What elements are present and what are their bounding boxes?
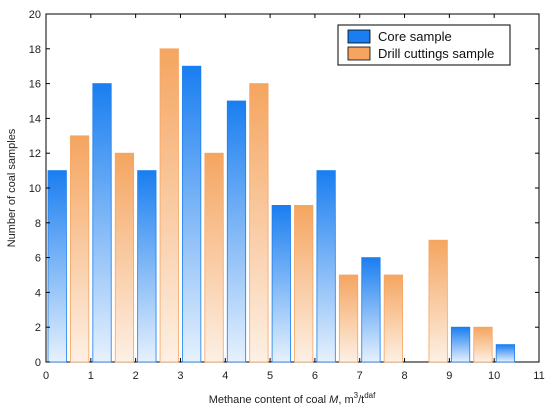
- y-tick-label-8: 16: [29, 79, 41, 91]
- x-tick-label-1: 1: [88, 370, 94, 382]
- bar-drill-cuttings-4: [249, 83, 269, 363]
- y-tick-label-2: 4: [35, 287, 41, 299]
- bar-core-sample-2: [137, 170, 157, 363]
- x-tick-label-2: 2: [133, 370, 139, 382]
- x-axis-label-unit-mid: /t: [358, 394, 364, 406]
- x-axis-label-unit: , m: [338, 394, 353, 406]
- bar-drill-cuttings-0: [70, 135, 90, 363]
- bar-drill-cuttings-3: [204, 152, 224, 363]
- bar-drill-cuttings-7: [383, 274, 403, 363]
- bar-core-sample-3: [182, 65, 202, 363]
- x-axis: 0 1 2 3 4 5 6 7 8 9 10 11: [43, 14, 545, 382]
- legend-label-drill-cuttings: Drill cuttings sample: [378, 46, 494, 61]
- bar-core-sample-7: [361, 257, 381, 363]
- x-tick-label-3: 3: [177, 370, 183, 382]
- legend-label-core-sample: Core sample: [378, 29, 452, 44]
- legend-swatch-drill-cuttings: [347, 46, 371, 61]
- x-tick-label-7: 7: [357, 370, 363, 382]
- bar-core-sample-5: [271, 204, 291, 363]
- y-tick-label-5: 10: [29, 183, 41, 195]
- x-tick-label-9: 9: [446, 370, 452, 382]
- y-tick-label-7: 14: [29, 113, 41, 125]
- x-tick-label-10: 10: [488, 370, 500, 382]
- bar-core-sample-9: [450, 326, 471, 363]
- x-axis-label-unit-sup: 3: [354, 391, 359, 400]
- y-tick-label-10: 20: [29, 9, 41, 21]
- x-tick-label-0: 0: [43, 370, 49, 382]
- y-tick-label-3: 6: [35, 253, 41, 265]
- bar-core-sample-1: [92, 83, 112, 363]
- x-tick-label-5: 5: [267, 370, 273, 382]
- y-tick-label-9: 18: [29, 44, 41, 56]
- x-axis-label: Methane content of coal M, m3/tdaf: [209, 391, 376, 406]
- bars-group: [47, 48, 515, 363]
- bar-drill-cuttings-6: [338, 274, 359, 363]
- bar-drill-cuttings-9: [473, 326, 493, 363]
- x-tick-label-11: 11: [533, 370, 544, 382]
- x-tick-label-4: 4: [222, 370, 228, 382]
- y-axis-label: Number of coal samples: [6, 128, 18, 247]
- bar-core-sample-4: [226, 100, 247, 363]
- x-axis-label-variable: M: [329, 394, 339, 406]
- legend: Core sample Drill cuttings sample: [337, 24, 511, 66]
- bar-drill-cuttings-2: [159, 48, 179, 363]
- y-tick-label-6: 12: [29, 148, 41, 160]
- x-tick-label-8: 8: [401, 370, 407, 382]
- y-axis: 0 2 4 6 8 10 12 14 16 18 20: [29, 9, 539, 369]
- x-tick-label-6: 6: [312, 370, 318, 382]
- bar-drill-cuttings-1: [114, 152, 135, 363]
- x-axis-label-prefix: Methane content of coal: [209, 394, 329, 406]
- y-tick-label-1: 2: [35, 322, 41, 334]
- bar-core-sample-6: [316, 170, 336, 363]
- legend-swatch-core-sample: [347, 29, 371, 44]
- y-tick-label-4: 8: [35, 218, 41, 230]
- bar-drill-cuttings-8: [428, 239, 448, 363]
- y-tick-label-0: 0: [35, 357, 41, 369]
- bar-core-sample-0: [47, 170, 67, 363]
- bar-drill-cuttings-5: [294, 204, 314, 363]
- bar-core-sample-10: [495, 344, 515, 363]
- x-axis-label-unit-sup2: daf: [364, 391, 376, 400]
